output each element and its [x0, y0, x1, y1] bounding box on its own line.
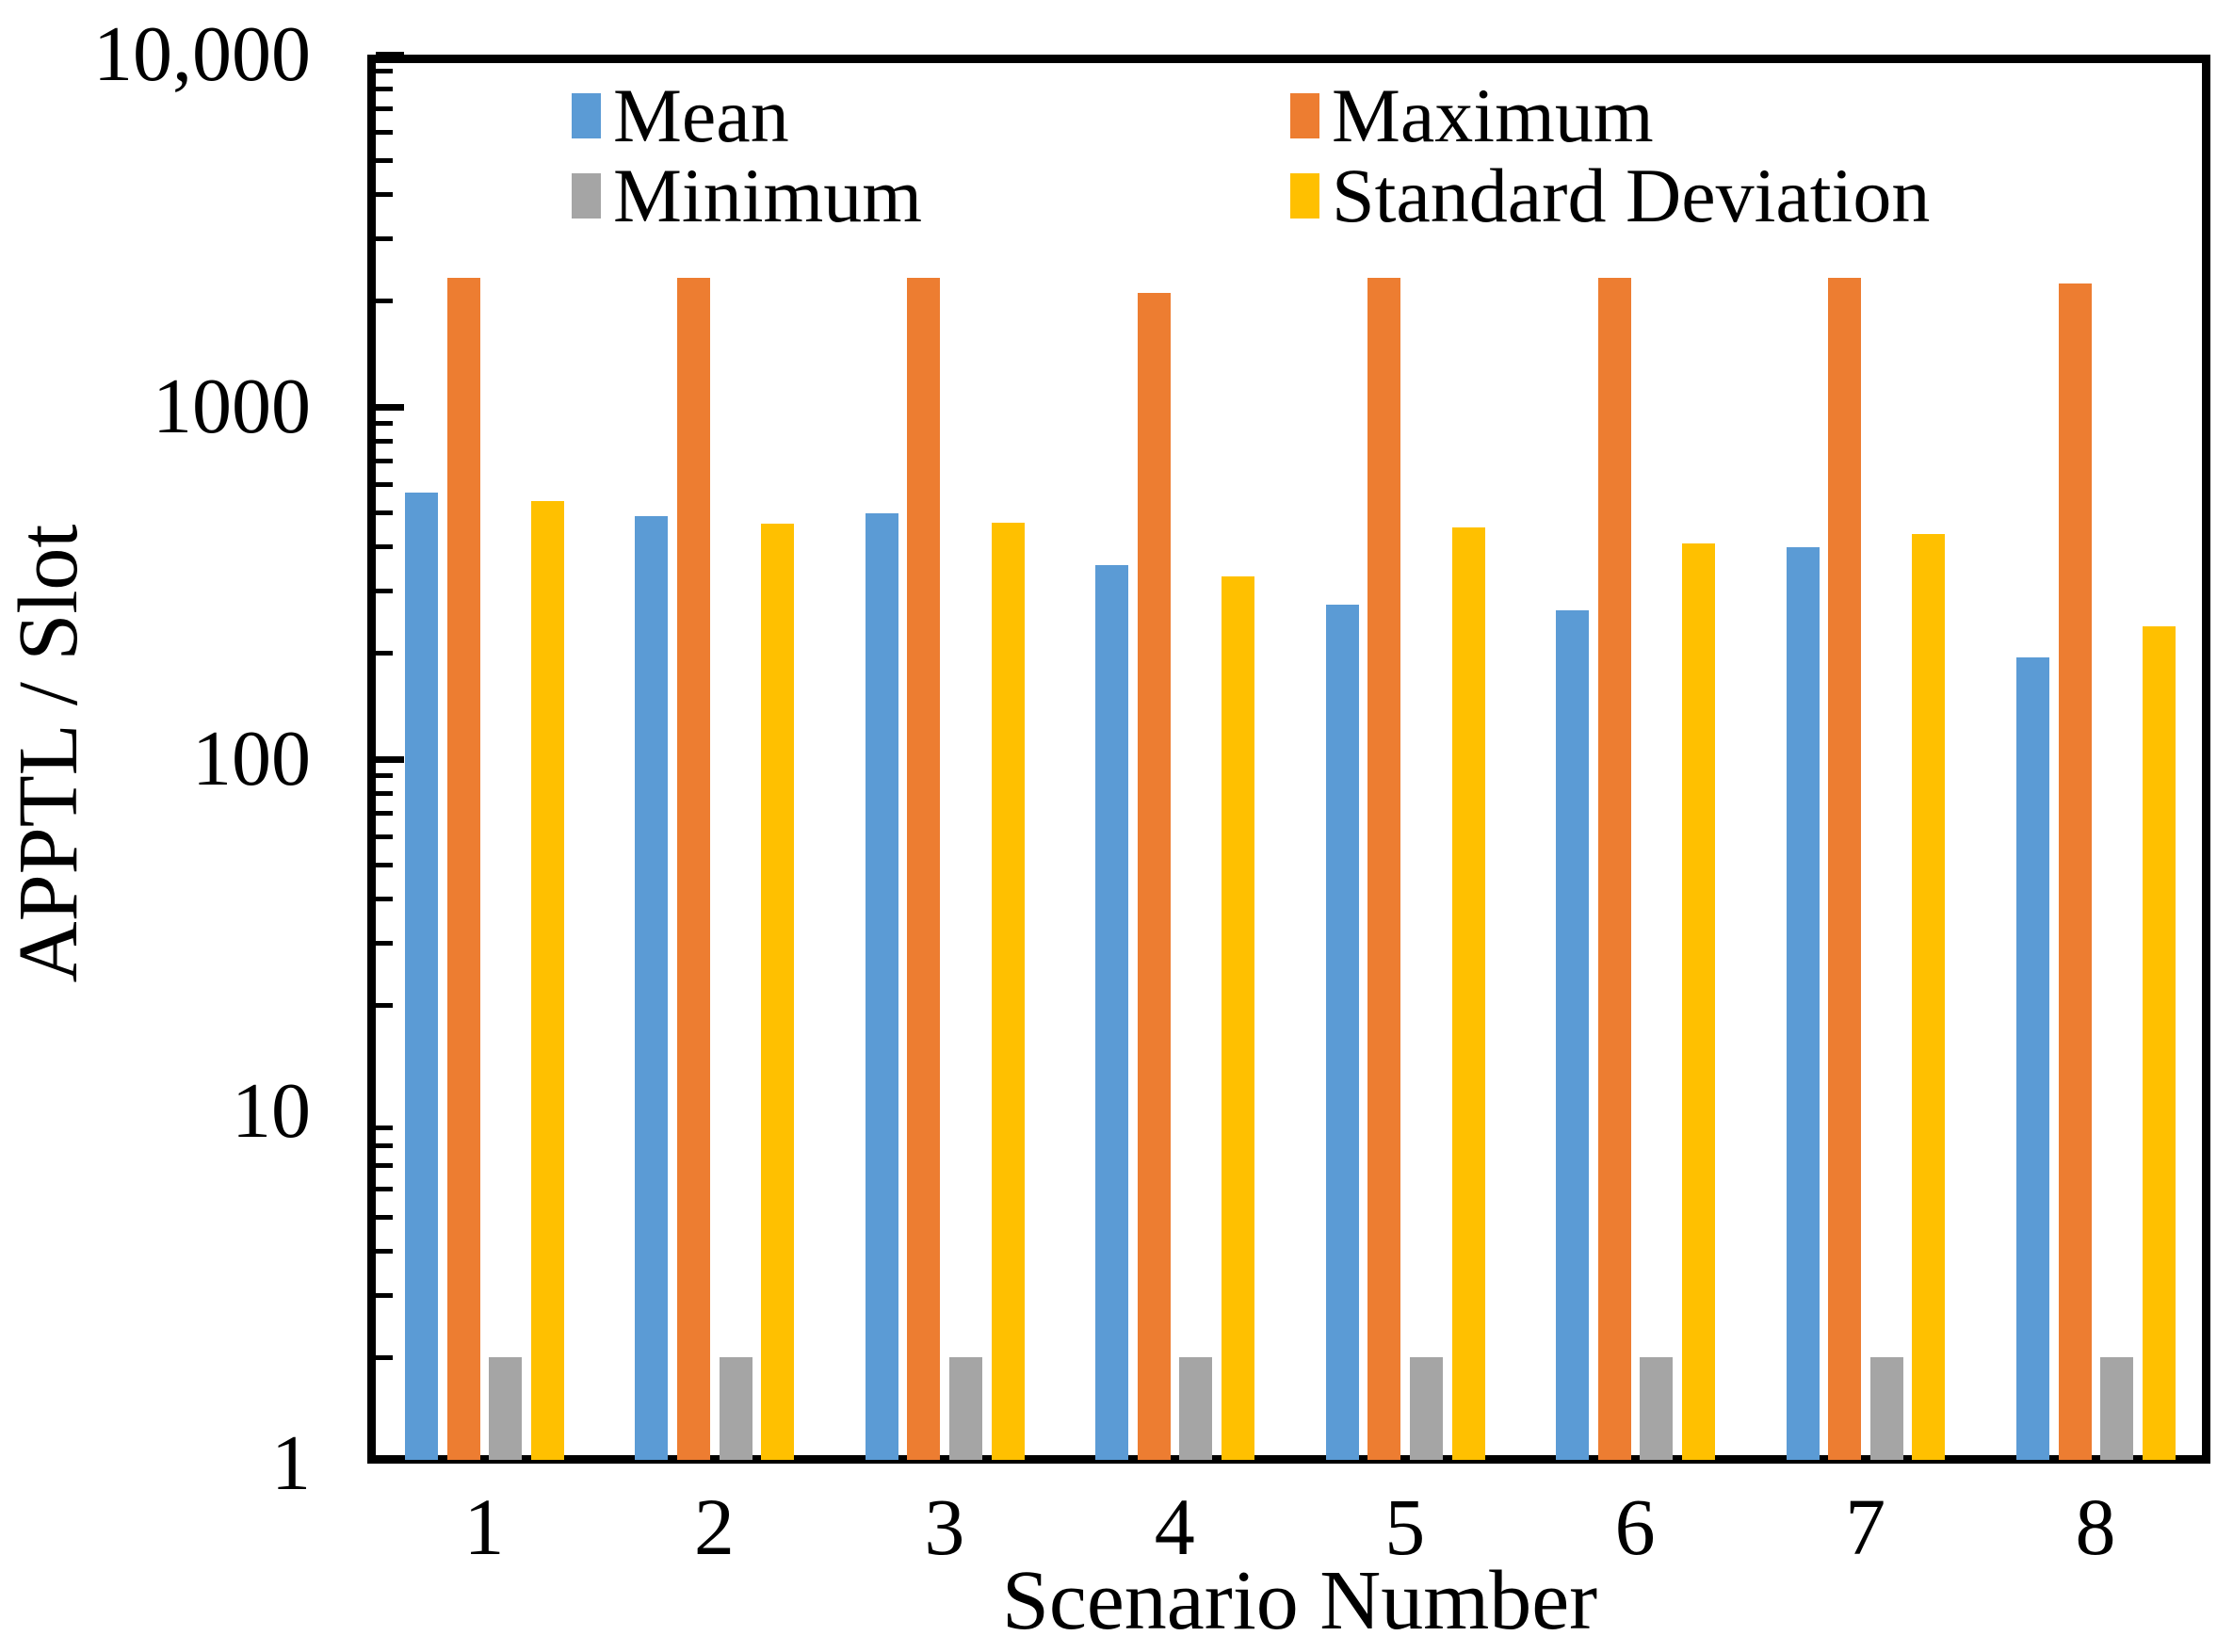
y-minor-tick-900: [376, 420, 393, 426]
bar-standard-deviation-scenario-1: [530, 501, 564, 1460]
bar-minimum-scenario-7: [1869, 1357, 1903, 1460]
bar-minimum-scenario-6: [1640, 1357, 1674, 1460]
y-major-tick-10000: [376, 51, 404, 58]
y-major-tick-100: [376, 755, 404, 763]
bar-maximum-scenario-7: [1828, 277, 1862, 1460]
bar-minimum-scenario-2: [719, 1357, 752, 1460]
y-minor-tick-700: [376, 459, 393, 464]
legend-swatch-standard-deviation: [1290, 173, 1319, 219]
y-minor-tick-70: [376, 811, 393, 817]
bar-mean-scenario-1: [405, 493, 438, 1460]
y-minor-tick-600: [376, 482, 393, 488]
bar-mean-scenario-2: [635, 515, 669, 1460]
y-tick-label-1000: 1000: [153, 363, 311, 450]
y-minor-tick-4: [376, 1249, 393, 1255]
bar-maximum-scenario-2: [677, 277, 711, 1460]
bar-maximum-scenario-4: [1137, 292, 1171, 1460]
y-tick-label-10000: 10,000: [93, 10, 311, 98]
bar-mean-scenario-8: [2016, 656, 2049, 1460]
y-minor-tick-2000: [376, 298, 393, 303]
bar-mean-scenario-3: [865, 512, 898, 1460]
x-tick-label-8: 8: [2075, 1482, 2116, 1572]
bar-maximum-scenario-8: [2058, 283, 2092, 1460]
bar-standard-deviation-scenario-2: [761, 524, 795, 1460]
legend-label-minimum: Minimum: [613, 153, 923, 238]
y-minor-tick-500: [376, 510, 393, 516]
x-tick-label-1: 1: [463, 1482, 505, 1572]
y-tick-label-10: 10: [232, 1067, 311, 1155]
bar-mean-scenario-6: [1556, 609, 1590, 1460]
bar-standard-deviation-scenario-5: [1451, 526, 1485, 1460]
y-axis-title: APPTL / Slot: [2, 524, 95, 983]
bar-maximum-scenario-3: [907, 278, 941, 1460]
y-minor-tick-6000: [376, 130, 393, 136]
bar-maximum-scenario-1: [446, 277, 480, 1460]
bar-minimum-scenario-5: [1409, 1357, 1443, 1460]
y-minor-tick-30: [376, 941, 393, 947]
x-tick-label-4: 4: [1154, 1482, 1195, 1572]
bar-minimum-scenario-1: [489, 1357, 523, 1460]
y-minor-tick-8: [376, 1142, 393, 1148]
y-minor-tick-800: [376, 438, 393, 444]
y-minor-tick-200: [376, 650, 393, 656]
bar-mean-scenario-5: [1325, 604, 1359, 1460]
x-tick-label-3: 3: [924, 1482, 965, 1572]
y-minor-tick-40: [376, 897, 393, 902]
y-minor-tick-20: [376, 1002, 393, 1008]
legend-label-standard-deviation: Standard Deviation: [1332, 153, 1931, 238]
bar-maximum-scenario-6: [1597, 277, 1631, 1460]
y-minor-tick-6: [376, 1187, 393, 1192]
bar-minimum-scenario-3: [949, 1357, 983, 1460]
x-tick-label-7: 7: [1845, 1482, 1886, 1572]
y-minor-tick-5000: [376, 158, 393, 164]
legend-swatch-mean: [572, 93, 601, 138]
y-minor-tick-9000: [376, 68, 393, 73]
bar-standard-deviation-scenario-3: [991, 522, 1025, 1460]
legend-label-mean: Mean: [613, 73, 789, 158]
y-minor-tick-60: [376, 834, 393, 840]
x-tick-label-6: 6: [1614, 1482, 1656, 1572]
y-minor-tick-4000: [376, 192, 393, 198]
bar-standard-deviation-scenario-7: [1912, 534, 1946, 1460]
bar-standard-deviation-scenario-4: [1222, 576, 1255, 1460]
y-minor-tick-8000: [376, 86, 393, 91]
legend-label-maximum: Maximum: [1332, 73, 1654, 158]
x-tick-label-2: 2: [693, 1482, 735, 1572]
y-minor-tick-300: [376, 589, 393, 594]
y-minor-tick-90: [376, 772, 393, 778]
x-axis-title: Scenario Number: [1001, 1554, 1598, 1647]
y-minor-tick-7: [376, 1163, 393, 1169]
y-tick-label-100: 100: [192, 715, 311, 802]
bar-minimum-scenario-4: [1179, 1357, 1213, 1460]
legend-swatch-minimum: [572, 173, 601, 219]
y-minor-tick-50: [376, 863, 393, 868]
y-minor-tick-7000: [376, 106, 393, 112]
y-minor-tick-2: [376, 1354, 393, 1360]
bar-minimum-scenario-8: [2100, 1357, 2134, 1460]
bar-standard-deviation-scenario-6: [1681, 543, 1715, 1460]
x-tick-label-5: 5: [1384, 1482, 1426, 1572]
y-minor-tick-400: [376, 544, 393, 550]
y-minor-tick-5: [376, 1215, 393, 1221]
y-tick-label-1: 1: [271, 1419, 311, 1507]
y-minor-tick-3000: [376, 236, 393, 242]
y-minor-tick-3: [376, 1293, 393, 1299]
bar-maximum-scenario-5: [1367, 278, 1401, 1460]
bar-standard-deviation-scenario-8: [2142, 626, 2176, 1460]
legend-swatch-maximum: [1290, 93, 1319, 138]
y-major-tick-1000: [376, 403, 404, 411]
bar-mean-scenario-7: [1786, 546, 1820, 1460]
bar-mean-scenario-4: [1095, 565, 1129, 1460]
plot-area-frame: [367, 55, 2210, 1464]
y-minor-tick-80: [376, 790, 393, 796]
y-minor-tick-9: [376, 1125, 393, 1130]
